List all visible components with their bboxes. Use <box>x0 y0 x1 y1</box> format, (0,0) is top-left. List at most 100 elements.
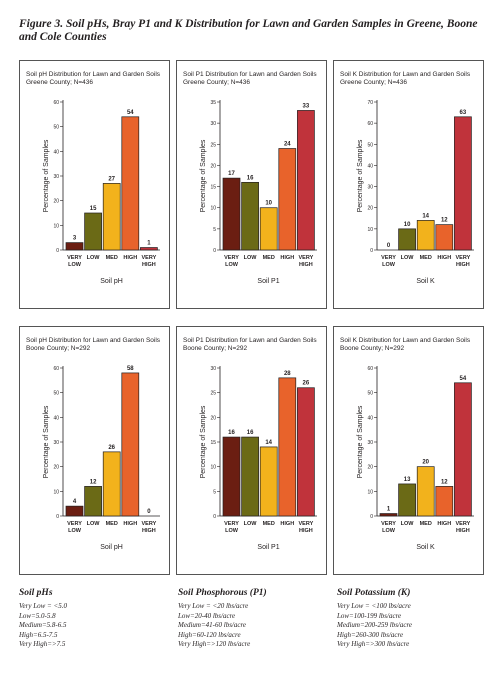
category-label: VERY LOW <box>381 521 396 534</box>
bar <box>278 148 297 251</box>
y-tick-label: 0 <box>370 514 373 520</box>
y-tick-label: 50 <box>53 125 59 131</box>
data-label: 3 <box>73 236 77 242</box>
category-label: VERY HIGH <box>299 255 314 268</box>
data-label: 4 <box>73 499 77 505</box>
chart-title: Soil K Distribution for Lawn and Garden … <box>340 337 471 344</box>
legend-item: High=60-120 lbs/acre <box>178 630 241 639</box>
y-tick-label: 30 <box>53 174 59 180</box>
chart-panel: Soil K Distribution for Lawn and Garden … <box>333 60 484 309</box>
bar <box>222 177 241 251</box>
y-tick-label: 0 <box>213 514 216 520</box>
category-label: MED <box>106 255 118 261</box>
chart-panel: Soil pH Distribution for Lawn and Garden… <box>19 60 170 309</box>
category-label: VERY HIGH <box>299 521 314 534</box>
y-tick-label: 60 <box>53 366 59 372</box>
y-tick-label: 50 <box>367 142 373 148</box>
y-tick-label: 50 <box>53 391 59 397</box>
y-axis-label: Percentage of Samples <box>43 139 50 212</box>
y-tick-label: 30 <box>367 185 373 191</box>
y-tick-label: 0 <box>56 514 59 520</box>
bar <box>102 183 121 251</box>
bar <box>297 387 315 517</box>
x-axis-label: Soil pH <box>100 278 123 285</box>
y-tick-label: 30 <box>210 121 216 127</box>
y-tick-label: 35 <box>210 100 216 106</box>
chart-title: Soil P1 Distribution for Lawn and Garden… <box>183 337 317 344</box>
bar <box>222 436 241 517</box>
chart-title: Soil K Distribution for Lawn and Garden … <box>340 71 471 78</box>
category-label: VERY LOW <box>224 255 239 268</box>
legend-item: Very Low = <5.0 <box>19 602 67 610</box>
category-label: VERY HIGH <box>142 521 157 534</box>
bar-chart: Soil P1 Distribution for Lawn and Garden… <box>183 337 317 551</box>
bar <box>241 436 259 517</box>
x-axis-label: Soil P1 <box>257 544 279 551</box>
y-tick-label: 10 <box>210 465 216 471</box>
chart-subtitle: Greene County; N=436 <box>26 79 93 86</box>
bar <box>140 247 158 251</box>
legend-item: High=6.5-7.5 <box>19 630 58 639</box>
category-label: MED <box>263 521 275 527</box>
data-label: 26 <box>108 445 115 451</box>
legend-item: Medium=41-60 lbs/acre <box>178 621 247 629</box>
bar-chart: Soil pH Distribution for Lawn and Garden… <box>26 337 161 551</box>
y-tick-label: 10 <box>367 489 373 495</box>
bar <box>84 486 102 517</box>
legend-heading: Soil Potassium (K) <box>337 588 411 598</box>
bar <box>416 220 435 251</box>
data-label: 1 <box>147 241 151 247</box>
bar <box>65 242 84 251</box>
category-label: HIGH <box>437 521 451 527</box>
legend-heading: Soil pHs <box>19 588 53 598</box>
legend-item: Very Low = <100 lbs/acre <box>337 602 411 610</box>
legend-item: Low=5.0-5.8 <box>19 611 56 620</box>
legend-item: Medium=5.8-6.5 <box>19 621 67 629</box>
data-label: 58 <box>127 366 134 372</box>
category-label: LOW <box>244 255 258 261</box>
data-label: 54 <box>460 376 467 382</box>
bar-chart: Soil P1 Distribution for Lawn and Garden… <box>183 71 317 285</box>
y-tick-label: 40 <box>367 415 373 421</box>
y-tick-label: 70 <box>367 100 373 106</box>
chart-subtitle: Boone County; N=292 <box>340 345 405 352</box>
data-label: 15 <box>90 206 97 212</box>
y-tick-label: 0 <box>370 248 373 254</box>
x-axis-label: Soil K <box>416 278 435 285</box>
bar <box>398 483 416 517</box>
y-tick-label: 10 <box>53 223 59 229</box>
bar <box>454 116 472 251</box>
y-tick-label: 40 <box>53 415 59 421</box>
bar <box>84 212 102 251</box>
legend-phosphorous: Soil Phosphorous (P1) Very Low = <20 lbs… <box>178 587 328 650</box>
category-label: VERY HIGH <box>456 255 471 268</box>
category-label: HIGH <box>123 255 137 261</box>
category-label: LOW <box>244 521 258 527</box>
category-label: LOW <box>87 521 101 527</box>
y-tick-label: 20 <box>367 206 373 212</box>
chart-title: Soil pH Distribution for Lawn and Garden… <box>26 71 161 78</box>
chart-title: Soil pH Distribution for Lawn and Garden… <box>26 337 161 344</box>
data-label: 26 <box>303 381 310 387</box>
x-axis-label: Soil P1 <box>257 278 279 285</box>
category-label: LOW <box>401 521 415 527</box>
y-axis-label: Percentage of Samples <box>357 405 364 478</box>
chart-panel: Soil K Distribution for Lawn and Garden … <box>333 326 484 575</box>
y-tick-label: 5 <box>213 489 216 495</box>
bar <box>398 228 416 251</box>
category-label: VERY LOW <box>224 521 239 534</box>
y-tick-label: 60 <box>367 366 373 372</box>
y-tick-label: 10 <box>53 489 59 495</box>
data-label: 16 <box>247 430 254 436</box>
legend-ph: Soil pHs Very Low = <5.0 Low=5.0-5.8 Med… <box>19 587 169 650</box>
data-label: 16 <box>247 175 254 181</box>
data-label: 14 <box>422 213 429 219</box>
data-label: 0 <box>387 243 391 249</box>
y-tick-label: 25 <box>210 391 216 397</box>
data-label: 28 <box>284 371 291 377</box>
legend-item: Very Low = <20 lbs/acre <box>178 602 249 610</box>
data-label: 20 <box>422 460 429 466</box>
bar <box>65 505 84 517</box>
legend-item: Medium=200-259 lbs/acre <box>337 621 413 629</box>
category-label: HIGH <box>123 521 137 527</box>
